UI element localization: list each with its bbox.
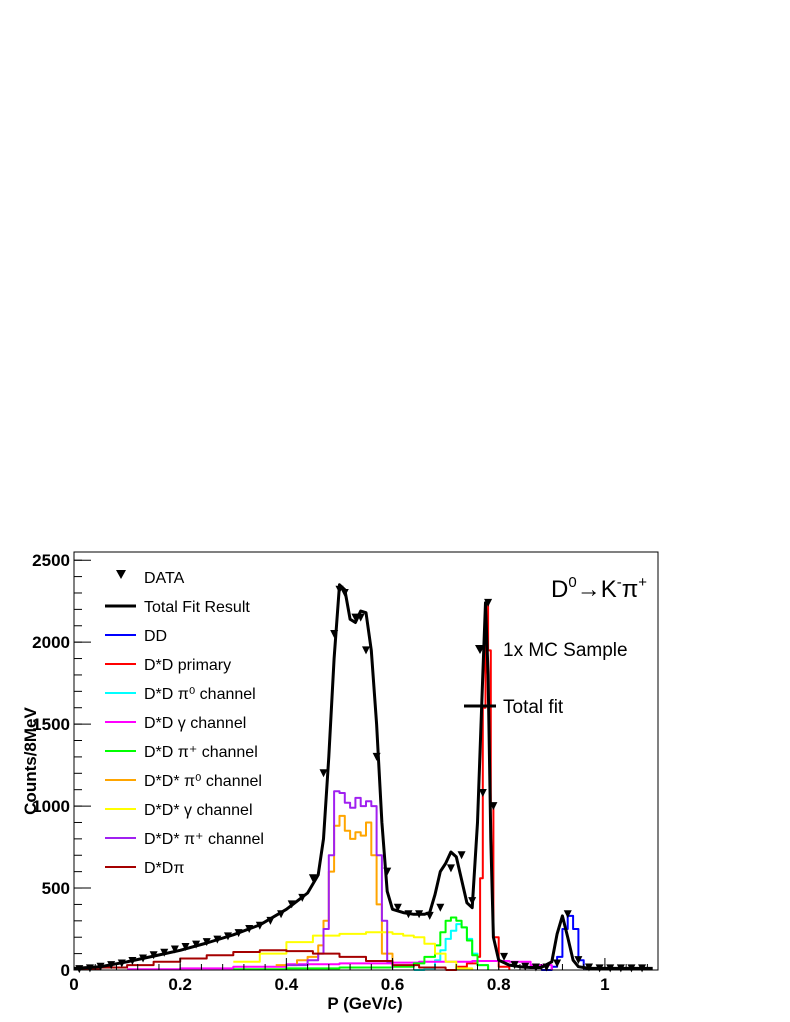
legend-label: D*D* γ channel	[144, 802, 253, 819]
data-point	[425, 911, 434, 920]
data-point	[213, 935, 222, 944]
legend-label: D*D π⁺ channel	[144, 744, 258, 761]
data-point	[574, 956, 583, 965]
data-point	[340, 588, 349, 597]
data-point	[277, 910, 286, 919]
data-point	[521, 962, 530, 971]
series-line-7	[233, 931, 474, 970]
x-tick-label: 0.6	[381, 975, 405, 994]
legend-label: Total Fit Result	[144, 599, 250, 616]
data-point	[510, 961, 519, 970]
data-point	[255, 921, 264, 930]
legend: DATA Total Fit Result DD D*D primary D*D π⁰ …	[105, 570, 264, 877]
data-point	[393, 903, 402, 912]
mc-sample-label: 1x MC Sample	[503, 640, 628, 661]
legend-label: D*D* π⁺ channel	[144, 831, 264, 848]
data-point	[117, 959, 126, 968]
data-point	[415, 910, 424, 919]
data-point	[362, 646, 370, 655]
data-point	[542, 963, 551, 972]
data-point	[595, 964, 604, 973]
y-tick-label: 2500	[32, 551, 70, 570]
series-line-8	[286, 790, 394, 969]
data-point	[638, 964, 647, 973]
legend-label: D*D* π⁰ channel	[144, 773, 262, 790]
data-point	[75, 965, 84, 974]
x-tick-label: 0	[69, 975, 78, 994]
x-tick-label: 1	[600, 975, 609, 994]
data-point	[128, 956, 137, 965]
x-tick-label: 0.2	[168, 975, 192, 994]
series-line-3	[413, 923, 490, 971]
data-point	[584, 963, 593, 972]
data-point	[356, 613, 365, 622]
data-point	[149, 951, 158, 960]
data-points-layer	[75, 585, 647, 974]
series-line-2	[445, 601, 511, 971]
data-point	[245, 925, 254, 934]
y-axis-title: Counts/8MeV	[21, 707, 40, 815]
mc-sample-marker	[475, 645, 485, 654]
data-point	[287, 900, 296, 909]
x-tick-label: 0.8	[487, 975, 511, 994]
axis-ticks-layer: 0 0.2 0.4 0.6 0.8 1 0 500 1000 1500 2000 2500	[32, 551, 648, 994]
data-point	[383, 867, 392, 876]
data-point	[489, 802, 498, 811]
plot-frame	[73, 551, 659, 971]
data-point	[85, 964, 94, 973]
data-point	[563, 910, 572, 919]
y-tick-label: 1000	[32, 797, 70, 816]
data-point	[192, 940, 201, 949]
y-tick-label: 2000	[32, 633, 70, 652]
data-point	[627, 964, 636, 973]
data-point	[468, 897, 477, 906]
data-point	[553, 959, 562, 968]
data-point	[335, 585, 344, 594]
x-axis-title: P (GeV/c)	[327, 994, 402, 1013]
data-point	[616, 964, 625, 973]
data-point	[308, 874, 317, 883]
y-tick-label: 500	[42, 879, 70, 898]
legend-label: D*D γ channel	[144, 715, 246, 732]
data-point	[319, 769, 328, 778]
data-point	[96, 962, 105, 971]
y-tick-label: 1500	[32, 715, 70, 734]
data-point	[139, 954, 148, 963]
data-point	[330, 629, 339, 638]
legend-label: D*D π⁰ channel	[144, 686, 256, 703]
data-point	[457, 851, 466, 860]
mc-total-fit-label: Total fit	[503, 697, 564, 718]
data-point	[266, 916, 275, 925]
data-point	[531, 963, 540, 972]
legend-label: D*D primary	[144, 657, 231, 674]
data-point	[484, 598, 493, 607]
legend-label: DATA	[144, 570, 185, 587]
data-point	[351, 613, 360, 622]
data-point	[500, 952, 509, 961]
data-point	[223, 932, 232, 941]
x-tick-label: 0.4	[275, 975, 299, 994]
data-point	[404, 910, 413, 919]
data-point	[202, 938, 211, 947]
data-point	[234, 929, 243, 938]
data-point	[436, 903, 445, 912]
data-point	[170, 945, 179, 954]
data-point	[478, 788, 487, 797]
data-point	[446, 864, 455, 873]
data-point	[160, 948, 169, 957]
data-point	[181, 943, 190, 952]
y-tick-label: 0	[61, 961, 70, 980]
data-point	[372, 752, 381, 761]
legend-label: D*Dπ	[144, 860, 184, 877]
data-point	[298, 893, 307, 902]
decay-label: D0→K-π+	[551, 574, 647, 603]
data-point	[606, 964, 615, 973]
legend-label: DD	[144, 628, 167, 645]
data-point	[107, 961, 116, 970]
legend-marker	[116, 570, 126, 579]
